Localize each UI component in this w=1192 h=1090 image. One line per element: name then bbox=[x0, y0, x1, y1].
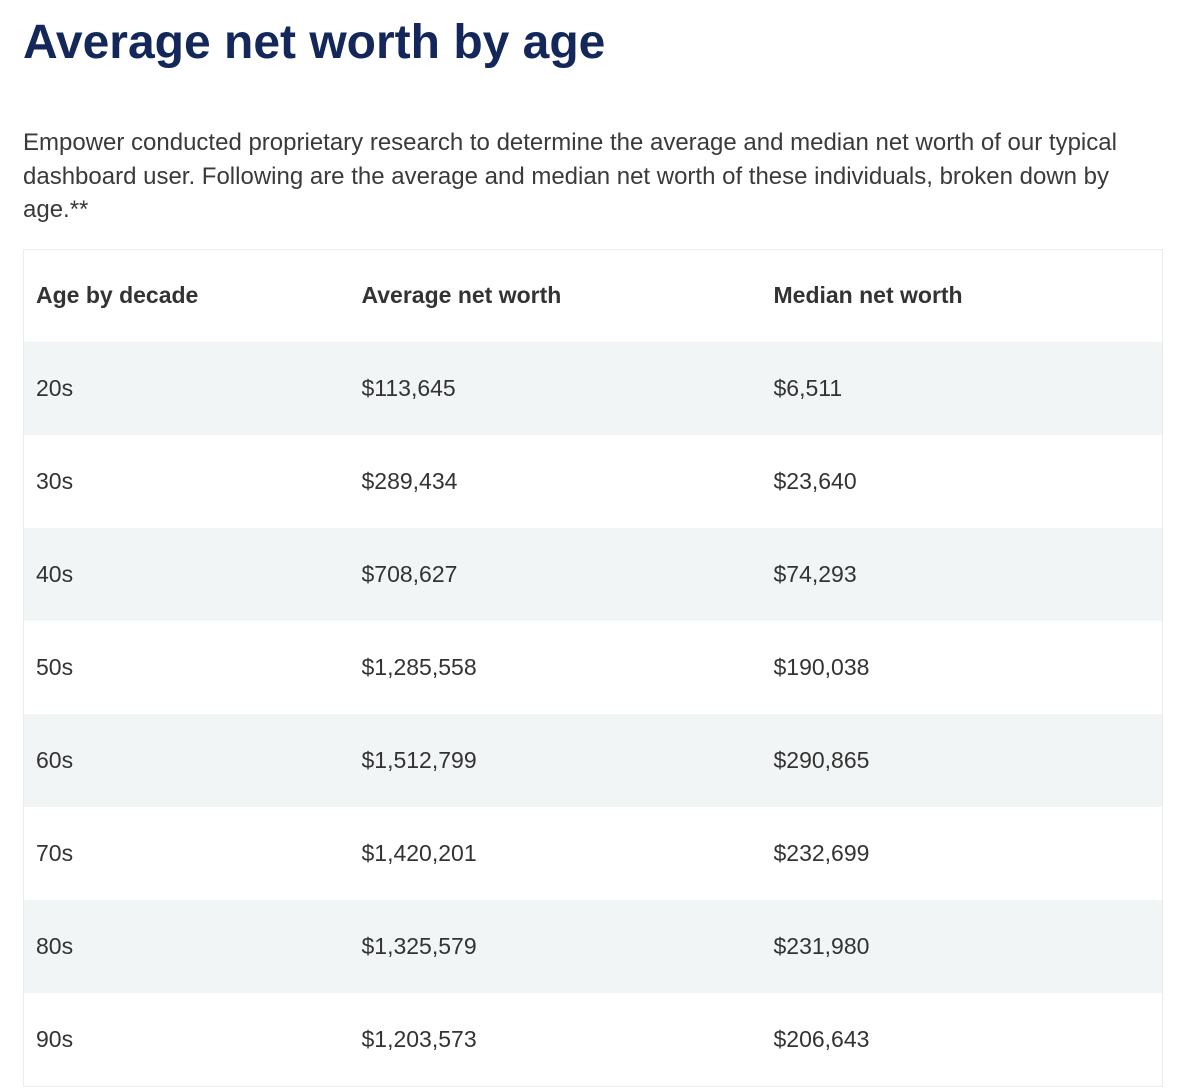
column-header: Average net worth bbox=[361, 282, 562, 309]
table-cell: $1,285,558 bbox=[361, 654, 477, 680]
table-row: 50s $1,285,558 $190,038 bbox=[24, 621, 1163, 714]
table-cell: $290,865 bbox=[761, 714, 1163, 807]
table-cell: $74,293 bbox=[761, 528, 1163, 621]
table-row: 80s $1,325,579 $231,980 bbox=[23, 900, 1163, 993]
table-cell: $289,434 bbox=[361, 468, 458, 494]
table-cell: $113,645 bbox=[349, 342, 762, 435]
table-cell: 90s bbox=[36, 1025, 74, 1052]
table-cell: 70s bbox=[36, 840, 74, 866]
table-cell: 50s bbox=[36, 654, 74, 680]
table-cell: $1,325,579 bbox=[349, 900, 762, 993]
table-cell: $190,038 bbox=[773, 654, 870, 680]
table-body: 20s $113,645 $6,511 30s $289,434 $23,640 40s $7… bbox=[23, 342, 1163, 1086]
table-cell: 20s bbox=[23, 342, 350, 435]
table-row: 20s $113,645 $6,511 bbox=[23, 342, 1163, 435]
table-cell: $1,420,201 bbox=[361, 840, 477, 866]
table-row: 60s $1,512,799 $290,865 bbox=[23, 714, 1163, 807]
table-row: 90s $1,203,573 $206,643 bbox=[24, 993, 1163, 1086]
table-cell: 80s bbox=[23, 900, 350, 993]
page-title: Average net worth by age bbox=[23, 16, 606, 69]
table-row: 40s $708,627 $74,293 bbox=[23, 528, 1163, 621]
net-worth-table: Age by decade Average net worth Median net… bbox=[23, 248, 1163, 1087]
table-cell: $6,511 bbox=[761, 342, 1163, 435]
table-cell: $23,640 bbox=[773, 468, 857, 494]
column-header: Age by decade bbox=[36, 282, 199, 309]
table-cell: 30s bbox=[36, 468, 74, 494]
intro-text: Empower conducted proprietary research t… bbox=[23, 129, 1117, 223]
table-cell: $206,643 bbox=[773, 1025, 870, 1052]
table-cell: 60s bbox=[23, 714, 350, 807]
table-cell: $1,512,799 bbox=[349, 714, 762, 807]
header-row: Age by decade Average net worth Median net… bbox=[24, 249, 1163, 342]
table-cell: $232,699 bbox=[773, 840, 870, 866]
table-row: 30s $289,434 $23,640 bbox=[24, 435, 1163, 528]
table-cell: $708,627 bbox=[349, 528, 762, 621]
table-cell: $1,203,573 bbox=[361, 1025, 477, 1052]
column-header: Median net worth bbox=[773, 282, 963, 309]
table-cell: $231,980 bbox=[761, 900, 1163, 993]
table-row: 70s $1,420,201 $232,699 bbox=[24, 807, 1163, 900]
table-cell: 40s bbox=[23, 528, 350, 621]
